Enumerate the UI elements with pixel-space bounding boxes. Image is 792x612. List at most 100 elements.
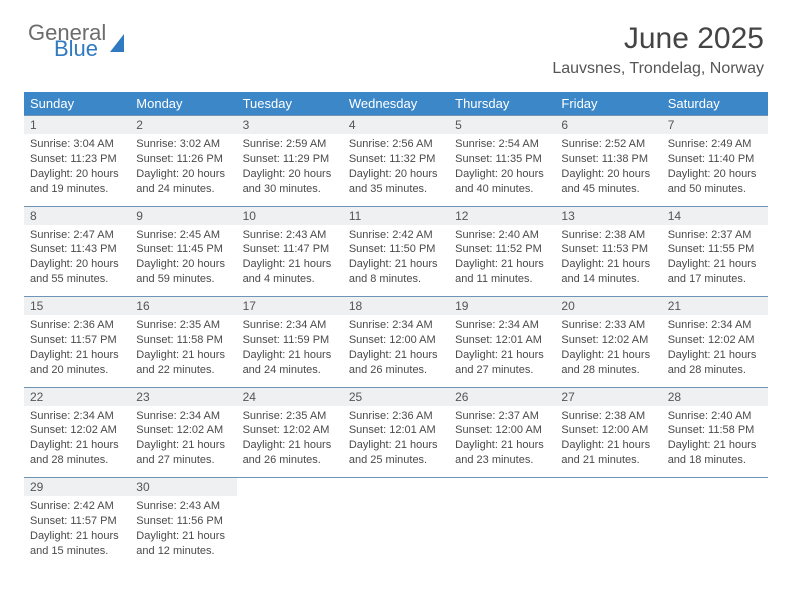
sunrise-line: Sunrise: 2:43 AM [243,228,337,243]
day-detail: Sunrise: 2:54 AMSunset: 11:35 PMDaylight… [449,134,555,206]
header: General Blue June 2025 Lauvsnes, Trondel… [0,0,792,84]
sunrise-line: Sunrise: 2:34 AM [30,409,124,424]
day-detail: Sunrise: 2:47 AMSunset: 11:43 PMDaylight… [24,225,130,297]
daylight-line: Daylight: 21 hours and 11 minutes. [455,257,549,287]
empty-cell [343,496,449,568]
sunset-line: Sunset: 12:01 AM [349,423,443,438]
sunset-line: Sunset: 11:45 PM [136,242,230,257]
sunrise-line: Sunrise: 2:35 AM [243,409,337,424]
sunrise-line: Sunrise: 2:45 AM [136,228,230,243]
day-detail: Sunrise: 2:43 AMSunset: 11:56 PMDaylight… [130,496,236,568]
sunrise-line: Sunrise: 2:36 AM [30,318,124,333]
sunset-line: Sunset: 12:00 AM [455,423,549,438]
empty-cell [662,496,768,568]
day-detail: Sunrise: 2:37 AMSunset: 12:00 AMDaylight… [449,406,555,478]
day-number: 11 [343,206,449,225]
sunset-line: Sunset: 11:32 PM [349,152,443,167]
day-number: 20 [555,297,661,316]
day-number: 2 [130,116,236,135]
day-detail: Sunrise: 2:34 AMSunset: 12:01 AMDaylight… [449,315,555,387]
sunset-line: Sunset: 11:57 PM [30,514,124,529]
day-number: 22 [24,387,130,406]
day-number: 6 [555,116,661,135]
day-number-row: 2930 [24,478,768,497]
day-number: 27 [555,387,661,406]
day-detail: Sunrise: 2:56 AMSunset: 11:32 PMDaylight… [343,134,449,206]
day-detail: Sunrise: 3:04 AMSunset: 11:23 PMDaylight… [24,134,130,206]
empty-cell [449,496,555,568]
sunset-line: Sunset: 11:56 PM [136,514,230,529]
daylight-line: Daylight: 20 hours and 19 minutes. [30,167,124,197]
day-number: 14 [662,206,768,225]
day-number: 15 [24,297,130,316]
sunset-line: Sunset: 11:55 PM [668,242,762,257]
daylight-line: Daylight: 20 hours and 35 minutes. [349,167,443,197]
weekday-header: Thursday [449,92,555,116]
sunrise-line: Sunrise: 2:59 AM [243,137,337,152]
day-number: 8 [24,206,130,225]
day-detail: Sunrise: 2:49 AMSunset: 11:40 PMDaylight… [662,134,768,206]
day-detail: Sunrise: 2:36 AMSunset: 11:57 PMDaylight… [24,315,130,387]
sunrise-line: Sunrise: 2:56 AM [349,137,443,152]
sunset-line: Sunset: 12:02 AM [243,423,337,438]
calendar-table: Sunday Monday Tuesday Wednesday Thursday… [24,92,768,568]
day-detail-row: Sunrise: 2:47 AMSunset: 11:43 PMDaylight… [24,225,768,297]
daylight-line: Daylight: 21 hours and 28 minutes. [30,438,124,468]
day-detail: Sunrise: 2:38 AMSunset: 12:00 AMDaylight… [555,406,661,478]
day-detail: Sunrise: 2:36 AMSunset: 12:01 AMDaylight… [343,406,449,478]
day-detail: Sunrise: 2:34 AMSunset: 12:02 AMDaylight… [130,406,236,478]
sunrise-line: Sunrise: 2:34 AM [136,409,230,424]
sunset-line: Sunset: 11:29 PM [243,152,337,167]
daylight-line: Daylight: 20 hours and 40 minutes. [455,167,549,197]
daylight-line: Daylight: 20 hours and 24 minutes. [136,167,230,197]
day-number: 18 [343,297,449,316]
day-detail: Sunrise: 2:42 AMSunset: 11:50 PMDaylight… [343,225,449,297]
sunset-line: Sunset: 12:01 AM [455,333,549,348]
daylight-line: Daylight: 20 hours and 59 minutes. [136,257,230,287]
sunset-line: Sunset: 11:26 PM [136,152,230,167]
daylight-line: Daylight: 21 hours and 27 minutes. [136,438,230,468]
daylight-line: Daylight: 21 hours and 4 minutes. [243,257,337,287]
sunset-line: Sunset: 11:50 PM [349,242,443,257]
sunrise-line: Sunrise: 2:40 AM [668,409,762,424]
day-detail: Sunrise: 2:42 AMSunset: 11:57 PMDaylight… [24,496,130,568]
day-detail: Sunrise: 2:52 AMSunset: 11:38 PMDaylight… [555,134,661,206]
day-number: 24 [237,387,343,406]
weekday-header: Monday [130,92,236,116]
daylight-line: Daylight: 21 hours and 26 minutes. [349,348,443,378]
sunset-line: Sunset: 12:02 AM [668,333,762,348]
day-detail: Sunrise: 2:34 AMSunset: 12:02 AMDaylight… [24,406,130,478]
weekday-header: Friday [555,92,661,116]
daylight-line: Daylight: 21 hours and 21 minutes. [561,438,655,468]
day-detail: Sunrise: 2:38 AMSunset: 11:53 PMDaylight… [555,225,661,297]
sunset-line: Sunset: 12:00 AM [349,333,443,348]
daylight-line: Daylight: 20 hours and 50 minutes. [668,167,762,197]
sunrise-line: Sunrise: 2:40 AM [455,228,549,243]
sunrise-line: Sunrise: 2:47 AM [30,228,124,243]
day-number: 21 [662,297,768,316]
sunset-line: Sunset: 12:00 AM [561,423,655,438]
day-number: 25 [343,387,449,406]
weekday-header: Wednesday [343,92,449,116]
sunrise-line: Sunrise: 2:34 AM [455,318,549,333]
daylight-line: Daylight: 20 hours and 30 minutes. [243,167,337,197]
sunrise-line: Sunrise: 2:37 AM [455,409,549,424]
day-detail: Sunrise: 2:33 AMSunset: 12:02 AMDaylight… [555,315,661,387]
sunset-line: Sunset: 11:58 PM [136,333,230,348]
sunset-line: Sunset: 11:52 PM [455,242,549,257]
day-number: 5 [449,116,555,135]
daylight-line: Daylight: 20 hours and 45 minutes. [561,167,655,197]
day-detail: Sunrise: 2:40 AMSunset: 11:52 PMDaylight… [449,225,555,297]
day-number: 7 [662,116,768,135]
sunrise-line: Sunrise: 2:38 AM [561,228,655,243]
sunset-line: Sunset: 11:35 PM [455,152,549,167]
daylight-line: Daylight: 21 hours and 17 minutes. [668,257,762,287]
day-detail: Sunrise: 2:35 AMSunset: 12:02 AMDaylight… [237,406,343,478]
sunrise-line: Sunrise: 2:36 AM [349,409,443,424]
sunrise-line: Sunrise: 2:37 AM [668,228,762,243]
day-number: 28 [662,387,768,406]
sunrise-line: Sunrise: 2:52 AM [561,137,655,152]
daylight-line: Daylight: 21 hours and 22 minutes. [136,348,230,378]
daylight-line: Daylight: 21 hours and 12 minutes. [136,529,230,559]
daylight-line: Daylight: 21 hours and 23 minutes. [455,438,549,468]
